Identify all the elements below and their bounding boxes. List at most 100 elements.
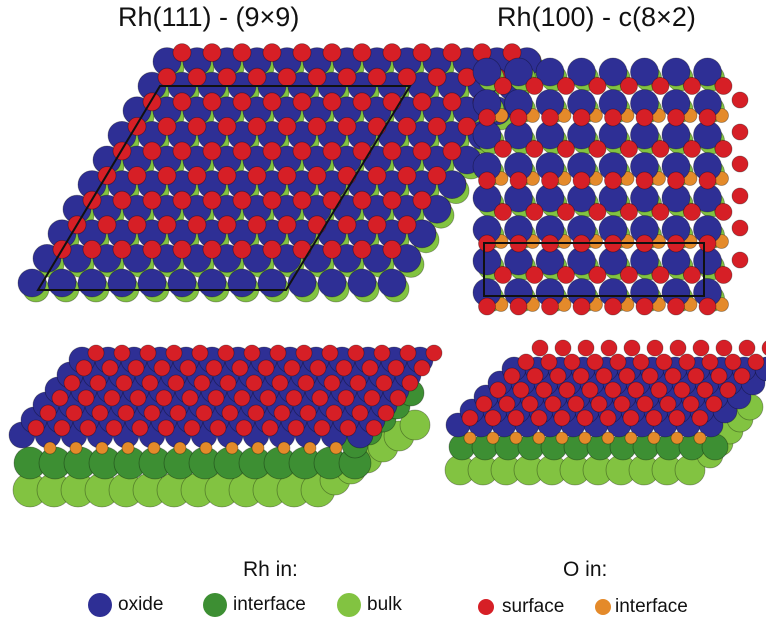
- o-surface-atom: [231, 359, 249, 377]
- o-surface-atom: [525, 203, 544, 221]
- o-surface-atom: [271, 374, 289, 392]
- o-surface-atom: [313, 419, 331, 437]
- o-surface-atom: [65, 404, 83, 422]
- o-surface-atom: [613, 395, 631, 413]
- o-interface-atom: [486, 431, 500, 445]
- o-interface-atom: [509, 431, 523, 445]
- rh-oxide-atom: [567, 57, 596, 87]
- o-surface-atom: [247, 215, 267, 235]
- o-surface-atom: [322, 141, 342, 161]
- o-surface-atom: [285, 389, 303, 407]
- o-surface-atom: [397, 67, 417, 87]
- o-surface-atom: [627, 381, 645, 399]
- o-surface-atom: [705, 395, 723, 413]
- o-surface-atom: [461, 409, 479, 427]
- o-surface-atom: [609, 353, 627, 371]
- o-surface-atom: [262, 141, 282, 161]
- rh111-top-view: [17, 43, 545, 303]
- o-interface-atom: [647, 431, 661, 445]
- o-surface-atom: [572, 367, 590, 385]
- o-surface-atom: [719, 381, 737, 399]
- o-surface-atom: [143, 404, 161, 422]
- o-interface-atom: [147, 441, 161, 455]
- o-surface-atom: [692, 339, 710, 357]
- o-surface-atom: [103, 389, 121, 407]
- o-surface-atom: [142, 190, 162, 210]
- rh-oxide-atom: [377, 268, 407, 298]
- o-surface-atom: [105, 419, 123, 437]
- legend-item-o-interface: interface: [595, 596, 688, 618]
- o-surface-atom: [262, 239, 282, 259]
- o-surface-atom: [544, 395, 562, 413]
- o-surface-atom: [682, 395, 700, 413]
- o-surface-atom: [262, 43, 282, 62]
- o-surface-atom: [77, 389, 95, 407]
- o-surface-atom: [247, 67, 267, 87]
- o-surface-atom: [733, 367, 751, 385]
- o-surface-atom: [262, 92, 282, 112]
- o-surface-atom: [659, 395, 677, 413]
- o-surface-atom: [335, 359, 353, 377]
- o-surface-atom: [277, 166, 297, 186]
- o-surface-atom: [412, 92, 432, 112]
- o-surface-atom: [541, 108, 559, 127]
- o-surface-atom: [651, 266, 670, 284]
- o-surface-atom: [322, 239, 342, 259]
- legend-label: interface: [615, 596, 688, 617]
- o-surface-atom: [525, 266, 544, 284]
- o-surface-atom: [531, 339, 549, 357]
- o-surface-atom: [101, 359, 119, 377]
- legend-item-rh-interface: interface: [203, 593, 306, 617]
- o-surface-atom: [683, 266, 701, 284]
- o-surface-atom: [322, 92, 342, 112]
- o-interface-atom: [121, 441, 135, 455]
- o-surface-atom: [509, 171, 528, 190]
- o-surface-atom: [233, 389, 251, 407]
- o-surface-atom: [153, 359, 171, 377]
- o-surface-atom: [202, 43, 222, 62]
- o-surface-atom: [572, 171, 591, 190]
- o-surface-atom: [397, 215, 417, 235]
- legend-item-rh-bulk: bulk: [337, 593, 402, 617]
- o-surface-atom: [129, 389, 147, 407]
- o-interface-atom: [463, 431, 477, 445]
- o-surface-atom: [179, 359, 197, 377]
- rh-oxide-atom: [137, 268, 167, 298]
- o-surface-atom: [620, 203, 638, 221]
- o-surface-atom: [63, 374, 81, 392]
- o-surface-atom: [650, 381, 668, 399]
- o-surface-atom: [636, 395, 654, 413]
- o-surface-atom: [572, 297, 591, 316]
- rh-bulk-swatch: [337, 593, 361, 617]
- o-surface-atom: [382, 43, 402, 62]
- o-surface-atom: [691, 409, 709, 427]
- legend-label: bulk: [367, 594, 402, 615]
- o-surface-atom: [724, 353, 742, 371]
- o-surface-atom: [541, 171, 559, 190]
- o-surface-atom: [97, 215, 117, 235]
- o-surface-atom: [494, 203, 512, 221]
- o-surface-atom: [512, 381, 530, 399]
- o-surface-atom: [669, 339, 687, 357]
- o-surface-atom: [517, 353, 535, 371]
- o-surface-atom: [367, 215, 387, 235]
- o-surface-atom: [273, 404, 291, 422]
- o-interface-atom: [199, 441, 213, 455]
- o-surface-atom: [172, 43, 192, 62]
- o-surface-atom: [247, 166, 267, 186]
- o-interface-atom: [624, 431, 638, 445]
- rh-oxide-atom: [598, 57, 628, 87]
- rh-oxide-atom: [287, 268, 317, 298]
- o-surface-atom: [311, 389, 329, 407]
- o-surface-atom: [714, 140, 733, 158]
- o-surface-atom: [715, 339, 733, 357]
- o-surface-atom: [382, 239, 402, 259]
- o-surface-atom: [217, 117, 237, 136]
- o-surface-atom: [651, 77, 670, 95]
- o-surface-atom: [747, 353, 765, 371]
- rh-oxide-atom: [167, 268, 197, 298]
- o-surface-atom: [604, 381, 622, 399]
- o-surface-atom: [261, 419, 279, 437]
- o-surface-atom: [232, 43, 252, 62]
- o-surface-atom: [478, 171, 496, 190]
